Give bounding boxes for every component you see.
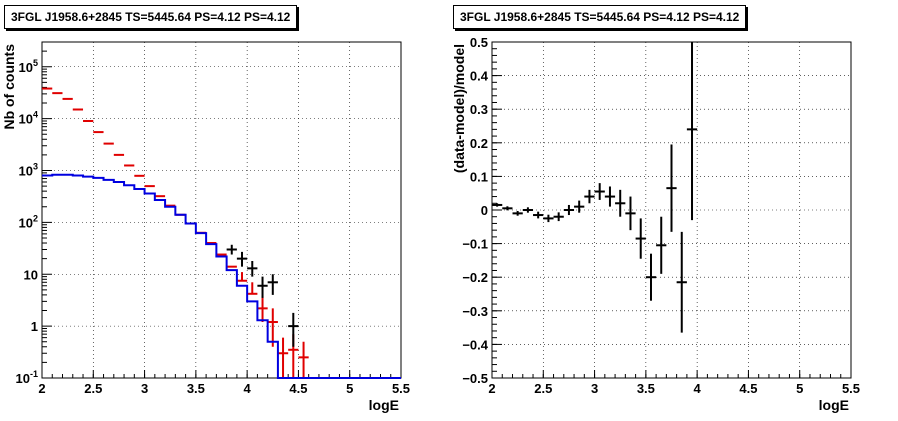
y-tick-label: 103 bbox=[19, 162, 38, 179]
x-tick-label: 3.5 bbox=[187, 381, 205, 396]
y-tick-label: 102 bbox=[19, 213, 38, 230]
y-tick-label: −0.2 bbox=[462, 270, 488, 285]
y-tick-label: 105 bbox=[19, 58, 38, 75]
y-tick-label: 10 bbox=[24, 267, 38, 282]
x-tick-label: 4.5 bbox=[289, 381, 307, 396]
x-tick-label: 3.5 bbox=[637, 381, 655, 396]
y-tick-label: −0.4 bbox=[462, 337, 488, 352]
x-tick-label: 5.5 bbox=[392, 381, 410, 396]
model-step-line bbox=[42, 173, 401, 379]
y-axis-label: (data-model)/model bbox=[451, 44, 467, 173]
x-tick-label: 3 bbox=[141, 381, 148, 396]
y-tick-label: −0.3 bbox=[462, 304, 488, 319]
x-tick-label: 3 bbox=[591, 381, 598, 396]
x-tick-label: 2.5 bbox=[534, 381, 552, 396]
x-axis-label: logE bbox=[819, 397, 849, 413]
y-tick-label: 1 bbox=[31, 319, 38, 334]
y-tick-label: 0.2 bbox=[470, 136, 488, 151]
x-axis-label: logE bbox=[369, 397, 399, 413]
x-tick-label: 5 bbox=[346, 381, 353, 396]
x-tick-label: 2 bbox=[38, 381, 45, 396]
x-tick-label: 5.5 bbox=[842, 381, 860, 396]
y-tick-label: −0.5 bbox=[462, 371, 488, 386]
x-tick-label: 2.5 bbox=[84, 381, 102, 396]
plot-frame bbox=[41, 41, 402, 379]
y-tick-label: 0.4 bbox=[470, 69, 489, 84]
x-tick-label: 4 bbox=[694, 381, 702, 396]
y-tick-label: 0.1 bbox=[470, 169, 488, 184]
x-tick-label: 4.5 bbox=[739, 381, 757, 396]
y-tick-label: −0.1 bbox=[462, 237, 488, 252]
x-tick-label: 5 bbox=[796, 381, 803, 396]
y-tick-label: 104 bbox=[19, 110, 38, 127]
y-tick-label: 0.5 bbox=[470, 35, 488, 50]
y-axis-label: Nb of counts bbox=[1, 44, 17, 130]
y-tick-label: 10-1 bbox=[16, 369, 38, 386]
y-tick-label: 0 bbox=[481, 203, 488, 218]
residuals-plot-title: 3FGL J1958.6+2845 TS=5445.64 PS=4.12 PS=… bbox=[453, 5, 747, 29]
counts-plot-title: 3FGL J1958.6+2845 TS=5445.64 PS=4.12 PS=… bbox=[4, 5, 298, 29]
x-tick-label: 2 bbox=[488, 381, 495, 396]
x-tick-label: 4 bbox=[244, 381, 252, 396]
y-tick-label: 0.3 bbox=[470, 102, 488, 117]
